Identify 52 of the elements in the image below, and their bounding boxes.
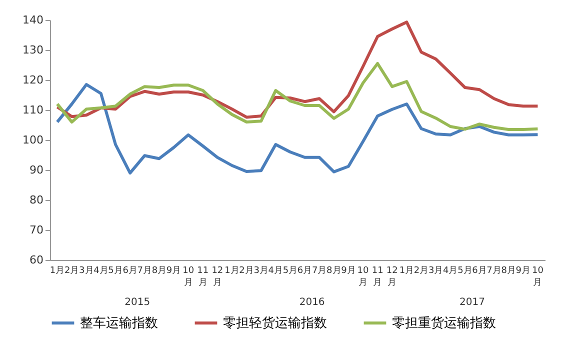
y-tick-label: 90 [30, 164, 44, 176]
x-tick-label: 3月 [79, 266, 94, 276]
y-tick-label: 60 [30, 254, 44, 266]
x-tick-label: 10月 [532, 266, 544, 288]
x-tick-label: 5月 [108, 266, 123, 276]
y-tick-label: 70 [30, 224, 44, 236]
x-tick-label: 1月 [50, 266, 65, 276]
x-tick-label: 11月 [197, 266, 209, 288]
y-tick-label: 130 [22, 44, 44, 56]
x-tick-label: 2月 [414, 266, 429, 276]
x-tick-label: 12月 [386, 266, 398, 288]
x-tick-label: 2月 [239, 266, 254, 276]
x-tick-label: 4月 [94, 266, 108, 276]
text: 2016 [299, 297, 325, 308]
x-tick-label: 10月 [357, 266, 370, 288]
text: 2015 [124, 297, 150, 308]
x-tick-label: 3月 [428, 266, 444, 276]
x-tick-label: 10月 [182, 266, 194, 288]
y-tick-label: 140 [22, 14, 44, 26]
line-series [56, 83, 540, 174]
y-tick-label: 80 [30, 194, 44, 206]
x-tick-label: 5月 [282, 266, 298, 276]
x-tick-label: 6月 [122, 266, 138, 276]
text: 2017 [459, 297, 485, 308]
x-tick-label: 8月 [501, 266, 516, 276]
legend-label: 零担轻货运输指数 [223, 316, 327, 331]
x-tick-label: 9月 [166, 266, 182, 276]
line-series [56, 62, 540, 131]
x-tick-label: 2月 [64, 266, 80, 276]
x-tick-label: 4月 [443, 266, 458, 276]
x-tick-label: 11月 [372, 266, 384, 288]
y-tick-label: 120 [22, 74, 44, 86]
x-tick-label: 6月 [472, 266, 487, 276]
x-tick-label: 9月 [341, 266, 356, 276]
x-tick-label: 8月 [152, 266, 167, 276]
x-tick-label: 1月 [224, 266, 240, 276]
x-tick-label: 1月 [399, 266, 414, 276]
x-tick-label: 6月 [297, 266, 312, 276]
x-tick-label: 4月 [268, 266, 284, 276]
x-tick-label: 9月 [516, 266, 531, 276]
y-tick-label: 110 [22, 104, 44, 116]
x-tick-label: 5月 [458, 266, 472, 276]
x-tick-label: 7月 [137, 266, 152, 276]
x-tick-label: 3月 [254, 266, 268, 276]
x-tick-label: 7月 [486, 266, 502, 276]
x-tick-label: 12月 [212, 266, 224, 288]
legend-label: 整车运输指数 [80, 316, 158, 331]
x-tick-label: 8月 [326, 266, 342, 276]
legend-label: 零担重货运输指数 [392, 316, 496, 331]
line-series [56, 20, 540, 119]
y-tick-label: 100 [22, 134, 44, 146]
x-tick-label: 7月 [312, 266, 327, 276]
